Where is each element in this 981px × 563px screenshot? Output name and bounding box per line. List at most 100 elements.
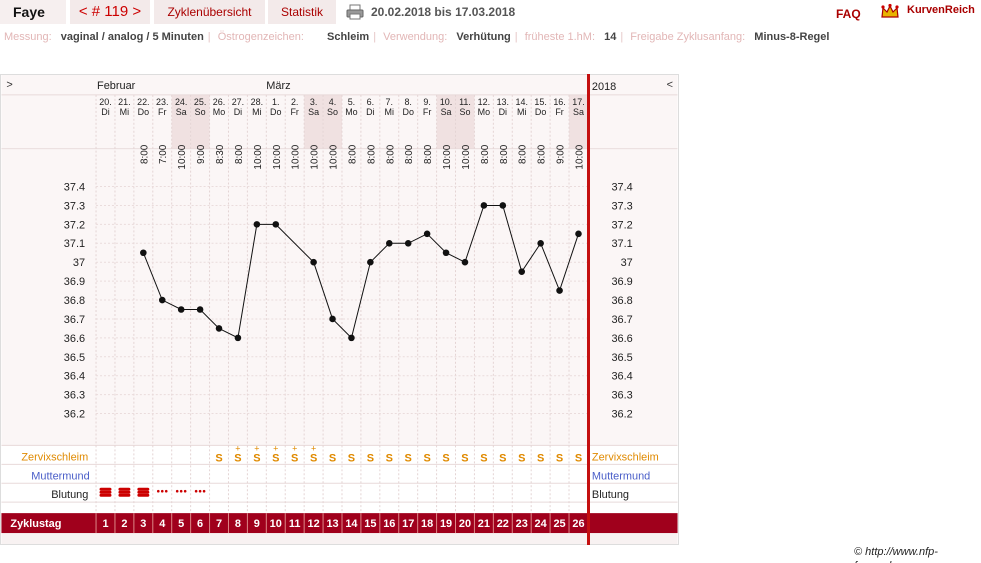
value-verwendung: Verhütung <box>456 31 511 43</box>
temperature-point[interactable] <box>215 325 223 332</box>
bleeding-heavy-mark <box>118 490 131 494</box>
day-weekday-label: Fr <box>290 107 298 117</box>
day-weekday-label: Fr <box>555 107 563 117</box>
cycle-day-number: 9 <box>254 518 260 530</box>
day-weekday-label: So <box>327 107 338 117</box>
day-weekday-label: Mi <box>517 107 526 117</box>
temperature-point[interactable] <box>196 306 204 313</box>
day-time-label: 10:00 <box>574 144 585 169</box>
tab-statistics[interactable]: Statistik <box>268 0 336 24</box>
day-weekday-label: Di <box>366 107 374 117</box>
day-weekday-label: Sa <box>176 107 187 117</box>
day-date-label: 4. <box>329 97 336 107</box>
day-time-label: 10:00 <box>461 144 472 169</box>
day-date-label: 15. <box>534 97 546 107</box>
temperature-point[interactable] <box>499 202 507 209</box>
row-label-cycle-day: Zyklustag <box>10 518 61 530</box>
weekend-shade <box>436 94 456 149</box>
y-tick-label-right: 37.1 <box>611 238 632 250</box>
day-weekday-label: Do <box>402 107 413 117</box>
cycle-navigator[interactable]: < # 119 > <box>70 0 150 24</box>
cycle-day-number: 2 <box>121 518 127 530</box>
cervix-symbol: S <box>234 452 241 464</box>
temperature-point[interactable] <box>310 258 317 266</box>
day-time-label: 8:00 <box>234 144 245 164</box>
temperature-point[interactable] <box>480 202 488 209</box>
cervix-symbol: S <box>348 452 355 464</box>
temperature-point[interactable] <box>234 334 242 342</box>
day-weekday-label: Sa <box>441 107 452 117</box>
cycle-day-number: 1 <box>102 518 108 530</box>
cycle-day-number: 24 <box>535 518 548 530</box>
cervix-symbol: S <box>442 452 449 464</box>
temperature-point[interactable] <box>537 239 544 247</box>
temperature-chart: 37.4 37.437.3 37.337.2 37.237.1 37.137 3736.9… <box>0 74 679 545</box>
temperature-point[interactable] <box>253 221 261 228</box>
temperature-point[interactable] <box>423 230 431 238</box>
day-time-label: 8:00 <box>518 144 529 164</box>
tab-cycle-overview[interactable]: Zyklenübersicht <box>154 0 265 24</box>
day-date-label: 21. <box>118 97 130 107</box>
day-time-label: 8:00 <box>404 144 415 164</box>
label-freigabe: Freigabe Zyklusanfang: <box>630 31 746 43</box>
cycle-day-number: 14 <box>345 518 358 530</box>
day-weekday-label: Mi <box>252 107 261 117</box>
nav-left-arrow[interactable]: > <box>6 79 12 91</box>
temperature-point[interactable] <box>272 221 280 228</box>
crown-icon[interactable] <box>880 3 900 21</box>
nav-right-arrow[interactable]: < <box>667 79 673 91</box>
day-date-label: 1. <box>272 97 279 107</box>
bleeding-light-dot <box>164 489 168 493</box>
cervix-plus-mark: + <box>254 443 259 453</box>
day-date-label: 14. <box>515 97 527 107</box>
day-weekday-label: Do <box>535 107 546 117</box>
weekend-shade <box>323 94 342 149</box>
day-date-label: 8. <box>404 97 411 107</box>
temperature-point[interactable] <box>158 296 166 304</box>
faq-link[interactable]: FAQ <box>836 7 861 21</box>
day-time-label: 10:00 <box>329 144 340 169</box>
temperature-point[interactable] <box>386 239 393 247</box>
cervix-symbol: S <box>556 452 563 464</box>
day-date-label: 26. <box>213 97 225 107</box>
y-tick-label-right: 36.3 <box>611 390 632 402</box>
temperature-point[interactable] <box>461 258 469 266</box>
day-date-label: 28. <box>251 97 263 107</box>
day-date-label: 13. <box>497 97 509 107</box>
cervix-symbol: S <box>386 452 393 464</box>
day-time-label: 10:00 <box>442 144 453 169</box>
temperature-point[interactable] <box>404 239 412 247</box>
label-oestrogen: Östrogenzeichen: <box>217 31 304 43</box>
day-date-label: 11. <box>459 97 471 107</box>
temperature-point[interactable] <box>177 306 185 313</box>
bleeding-heavy-mark <box>99 493 112 497</box>
temperature-point[interactable] <box>575 230 582 238</box>
temperature-point[interactable] <box>348 334 355 342</box>
year-label: 2018 <box>592 81 616 93</box>
day-weekday-label: Fr <box>158 107 166 117</box>
cycle-day-number: 19 <box>440 518 452 530</box>
cycle-day-number: 18 <box>421 518 433 530</box>
row-label-mouth-right: Muttermund <box>592 470 650 482</box>
printer-icon[interactable] <box>346 4 364 20</box>
y-tick-label-left: 36.8 <box>64 295 85 307</box>
cycle-settings-line: Messung: vaginal / analog / 5 Minuten | Ö… <box>4 31 830 43</box>
temperature-point[interactable] <box>329 315 336 323</box>
temperature-point[interactable] <box>367 258 374 266</box>
day-weekday-label: Sa <box>308 107 319 117</box>
day-time-label: 8:00 <box>480 144 491 164</box>
day-time-label: 8:00 <box>347 144 358 164</box>
bleeding-light-dot <box>160 489 164 493</box>
day-time-label: 9:00 <box>556 144 567 164</box>
brand-logo-text[interactable]: KurvenReich <box>907 4 975 16</box>
y-tick-label-right: 37 <box>621 257 633 269</box>
cervix-plus-mark: + <box>292 443 297 453</box>
y-tick-label-left: 37 <box>73 257 85 269</box>
temperature-point[interactable] <box>442 249 450 257</box>
day-date-label: 6. <box>367 97 374 107</box>
y-tick-label-right: 36.9 <box>611 276 632 288</box>
temperature-point[interactable] <box>556 287 563 294</box>
y-tick-label-right: 36.2 <box>611 409 632 421</box>
temperature-point[interactable] <box>518 268 526 275</box>
temperature-point[interactable] <box>140 249 147 257</box>
